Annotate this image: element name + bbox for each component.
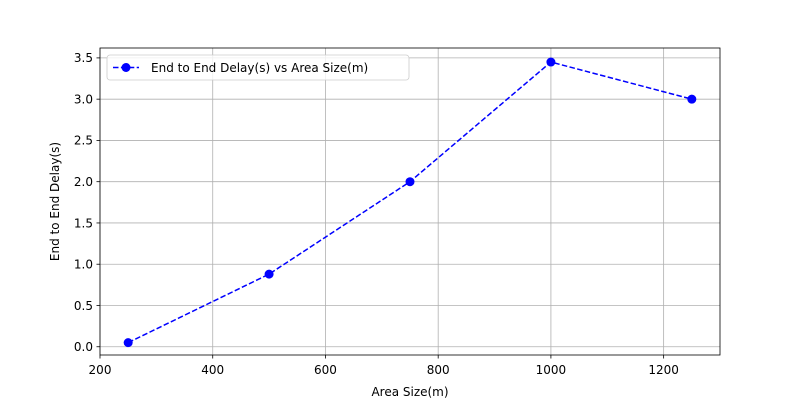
legend-box [106, 54, 410, 81]
data-point [687, 94, 697, 104]
x-tick-label: 1000 [536, 363, 567, 377]
y-tick-label: 1.5 [74, 216, 93, 230]
x-tick-label: 400 [201, 363, 224, 377]
x-tick-label: 800 [427, 363, 450, 377]
x-tick-label: 600 [314, 363, 337, 377]
x-axis-ticks: 200 400 600 800 1000 1200 [89, 355, 679, 377]
legend-label: End to End Delay(s) vs Area Size(m) [151, 61, 368, 75]
y-tick-label: 3.5 [74, 51, 93, 65]
data-point [123, 338, 133, 348]
x-tick-label: 1200 [648, 363, 679, 377]
y-axis-ticks: 0.0 0.5 1.0 1.5 2.0 2.5 3.0 3.5 [74, 51, 100, 354]
y-tick-label: 0.0 [74, 340, 93, 354]
legend: End to End Delay(s) vs Area Size(m) [106, 54, 410, 81]
y-tick-label: 3.0 [74, 92, 93, 106]
legend-marker [121, 63, 131, 72]
y-tick-label: 2.0 [74, 175, 93, 189]
data-point [546, 57, 556, 67]
y-tick-label: 0.5 [74, 299, 93, 313]
x-axis-label: Area Size(m) [371, 385, 448, 399]
data-point [264, 269, 274, 279]
x-tick-label: 200 [89, 363, 112, 377]
series-layer [123, 57, 697, 348]
data-point [405, 177, 415, 187]
y-tick-label: 1.0 [74, 258, 93, 272]
y-tick-label: 2.5 [74, 134, 93, 148]
plot-frame [99, 47, 721, 356]
plot-area [100, 48, 720, 355]
y-axis-label: End to End Delay(s) [48, 142, 62, 261]
